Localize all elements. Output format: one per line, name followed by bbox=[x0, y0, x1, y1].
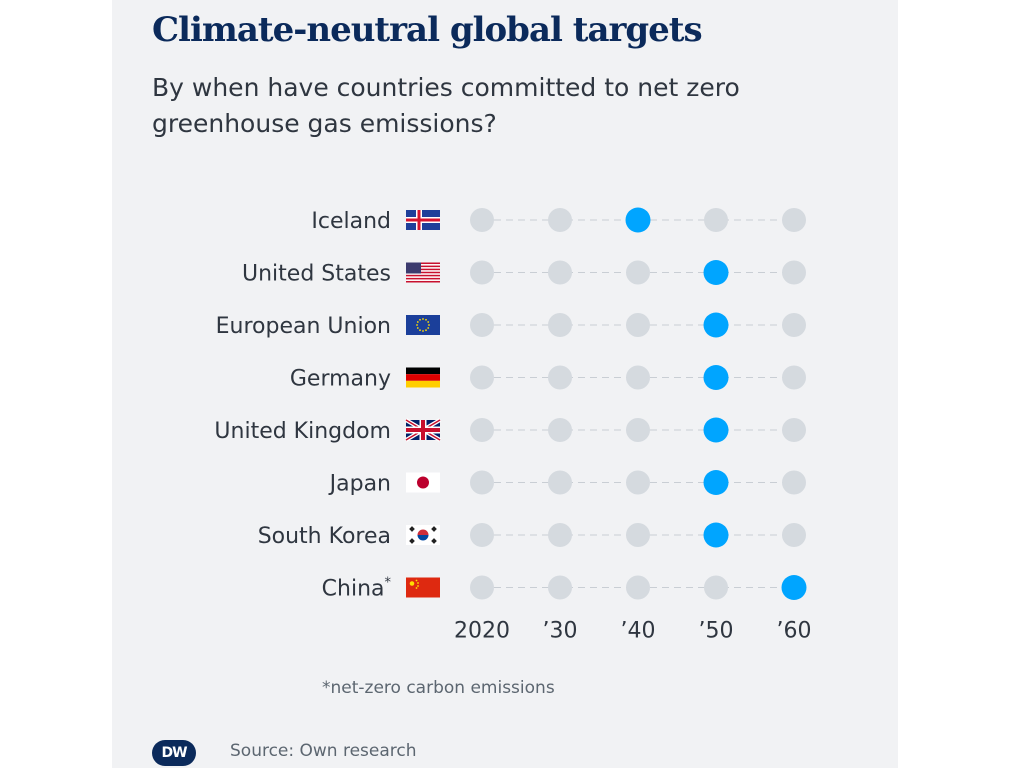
germany-flag-icon bbox=[406, 367, 440, 388]
chart-title: Climate-neutral global targets bbox=[152, 10, 703, 50]
inactive-dot bbox=[782, 313, 806, 337]
inactive-dot bbox=[470, 260, 494, 285]
category-label: Japan bbox=[328, 472, 391, 497]
inactive-dot bbox=[782, 470, 806, 495]
target-year-dot bbox=[703, 260, 729, 285]
inactive-dot bbox=[704, 208, 728, 232]
category-label: Germany bbox=[290, 367, 391, 392]
target-year-dot bbox=[703, 417, 729, 443]
inactive-dot bbox=[626, 575, 650, 600]
inactive-dot bbox=[626, 313, 650, 337]
x-tick-label: ’30 bbox=[543, 619, 578, 644]
inactive-dot bbox=[782, 523, 806, 547]
inactive-dot bbox=[626, 523, 650, 547]
inactive-dot bbox=[470, 418, 494, 442]
inactive-dot bbox=[782, 260, 806, 285]
category-label: Iceland bbox=[311, 209, 391, 234]
x-tick-label: ’60 bbox=[777, 619, 812, 644]
inactive-dot bbox=[626, 365, 650, 390]
target-year-dot bbox=[703, 365, 729, 390]
uk-flag-icon bbox=[404, 418, 442, 442]
category-label: China* bbox=[322, 576, 392, 602]
chart-area: Iceland United States European Union German… bbox=[214, 207, 812, 644]
inactive-dot bbox=[782, 208, 806, 232]
inactive-dot bbox=[548, 575, 572, 600]
iceland-flag-icon bbox=[406, 210, 440, 230]
dw-logo: DW bbox=[152, 740, 196, 766]
eu-flag-icon bbox=[406, 315, 440, 335]
category-label: United Kingdom bbox=[214, 419, 391, 444]
inactive-dot bbox=[626, 418, 650, 442]
south-korea-flag-icon bbox=[406, 525, 440, 545]
inactive-dot bbox=[470, 523, 494, 547]
source-note: Source: Own research bbox=[230, 741, 417, 761]
target-year-dot bbox=[781, 575, 807, 600]
japan-flag-icon bbox=[406, 472, 440, 493]
x-tick-label: ’40 bbox=[621, 619, 656, 644]
inactive-dot bbox=[548, 260, 572, 285]
category-label: United States bbox=[242, 262, 391, 287]
target-year-dot bbox=[703, 470, 729, 495]
inactive-dot bbox=[626, 470, 650, 495]
inactive-dot bbox=[704, 575, 728, 600]
target-year-dot bbox=[703, 312, 729, 338]
inactive-dot bbox=[470, 313, 494, 337]
chart-subtitle: By when have countries committed to net … bbox=[152, 73, 740, 138]
x-tick-label: 2020 bbox=[454, 619, 510, 644]
inactive-dot bbox=[548, 470, 572, 495]
inactive-dot bbox=[782, 365, 806, 390]
category-label: South Korea bbox=[258, 524, 391, 549]
inactive-dot bbox=[470, 470, 494, 495]
footnote: *net-zero carbon emissions bbox=[322, 678, 555, 698]
inactive-dot bbox=[548, 208, 572, 232]
inactive-dot bbox=[470, 575, 494, 600]
inactive-dot bbox=[470, 208, 494, 232]
inactive-dot bbox=[782, 418, 806, 442]
target-year-dot bbox=[703, 522, 729, 548]
category-label: European Union bbox=[216, 314, 391, 339]
target-year-dot bbox=[625, 207, 651, 233]
inactive-dot bbox=[470, 365, 494, 390]
infographic-panel: Climate-neutral global targets By when h… bbox=[112, 0, 898, 768]
inactive-dot bbox=[548, 365, 572, 390]
china-flag-icon bbox=[406, 577, 440, 598]
inactive-dot bbox=[548, 523, 572, 547]
inactive-dot bbox=[548, 418, 572, 442]
inactive-dot bbox=[548, 313, 572, 337]
x-tick-label: ’50 bbox=[699, 619, 734, 644]
usa-flag-icon bbox=[406, 262, 440, 283]
inactive-dot bbox=[626, 260, 650, 285]
